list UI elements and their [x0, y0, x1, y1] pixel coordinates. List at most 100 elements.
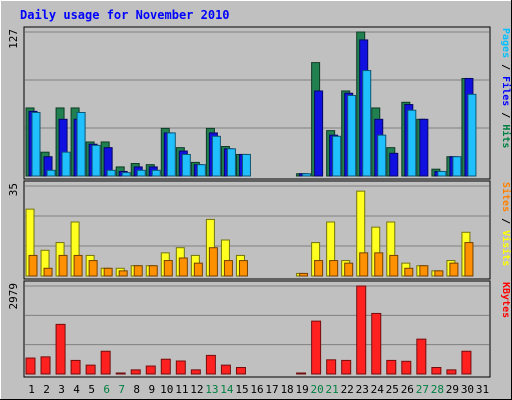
panel-frame [23, 180, 491, 280]
bar-sites-day-14 [223, 260, 233, 277]
bar-kbytes-day-26 [401, 360, 412, 375]
x-tick-label: 28 [431, 383, 444, 396]
bar-files-day-20 [314, 90, 324, 177]
bar-sites-day-10 [163, 260, 173, 277]
bar-pages-day-6 [106, 169, 116, 177]
bar-kbytes-day-30 [461, 350, 472, 375]
legend-entry: / [500, 58, 511, 76]
bar-kbytes-day-25 [386, 359, 397, 375]
bar-kbytes-day-11 [175, 360, 186, 375]
bar-kbytes-day-6 [100, 350, 111, 375]
x-tick-label: 21 [326, 383, 339, 396]
x-tick-label: 7 [118, 383, 125, 396]
legend-middle: Sites / Visits [500, 182, 512, 266]
bar-kbytes-day-29 [446, 369, 457, 375]
bar-sites-day-9 [148, 265, 158, 277]
y-max-label: 2979 [7, 283, 20, 310]
bar-pages-day-26 [407, 109, 417, 177]
x-tick-label: 10 [160, 383, 173, 396]
x-tick-label: 26 [401, 383, 414, 396]
bar-kbytes-day-19 [296, 372, 307, 375]
legend-entry: Files [500, 76, 512, 106]
bar-pages-day-23 [362, 70, 372, 177]
bar-pages-day-21 [332, 135, 342, 177]
bar-pages-day-5 [91, 144, 101, 177]
x-tick-label: 27 [416, 383, 429, 396]
bar-files-day-27 [419, 118, 429, 177]
x-tick-label: 24 [371, 383, 385, 396]
x-tick-label: 3 [58, 383, 65, 396]
bar-sites-day-24 [374, 252, 384, 277]
bar-kbytes-day-5 [85, 364, 96, 375]
bar-sites-day-19 [299, 272, 309, 277]
legend-entry: / [500, 212, 511, 230]
x-tick-label: 25 [386, 383, 399, 396]
bar-sites-day-29 [449, 262, 459, 277]
bar-pages-day-19 [302, 173, 312, 177]
bar-kbytes-day-24 [371, 312, 382, 375]
legend-entry: Visits [500, 230, 512, 266]
bar-sites-day-27 [419, 265, 429, 277]
bar-kbytes-day-2 [40, 356, 51, 375]
x-tick-label: 31 [476, 383, 489, 396]
bar-kbytes-day-27 [416, 338, 427, 375]
bar-pages-day-22 [347, 94, 357, 177]
bar-files-day-25 [389, 152, 399, 177]
bar-sites-day-1 [28, 254, 38, 277]
bar-kbytes-day-22 [341, 359, 352, 375]
bar-kbytes-day-8 [130, 369, 141, 375]
x-axis-labels: 1 2 3 4 5 6 7 8 9 10 11 12 13 14 15 16 17 18 19 20 21 22 23 24 2… [28, 383, 489, 396]
x-tick-label: 14 [220, 383, 234, 396]
bar-pages-day-8 [136, 169, 146, 177]
bar-sites-day-25 [389, 254, 399, 277]
x-tick-label: 5 [88, 383, 95, 396]
bar-sites-day-11 [178, 257, 188, 277]
bar-sites-day-12 [193, 262, 203, 277]
x-tick-label: 18 [280, 383, 293, 396]
bar-sites-day-3 [58, 254, 68, 277]
bar-pages-day-3 [61, 151, 71, 177]
bar-sites-day-7 [118, 270, 128, 277]
bar-kbytes-day-1 [25, 357, 36, 375]
y-max-label: 127 [7, 29, 20, 49]
x-tick-label: 12 [190, 383, 203, 396]
bar-kbytes-day-3 [55, 323, 66, 375]
x-tick-label: 6 [103, 383, 110, 396]
bar-sites-day-4 [73, 254, 83, 277]
x-tick-label: 17 [265, 383, 278, 396]
x-tick-label: 9 [148, 383, 155, 396]
bar-pages-day-2 [46, 169, 56, 177]
bar-sites-day-8 [133, 265, 143, 277]
x-tick-label: 30 [461, 383, 474, 396]
chart-title: Daily usage for November 2010 [20, 8, 230, 22]
bar-pages-day-14 [226, 148, 236, 177]
bar-kbytes-day-12 [190, 369, 201, 375]
bar-pages-day-9 [151, 169, 161, 177]
panel-top: 127 Pages / Files / Hits [7, 26, 512, 180]
bar-sites-day-22 [344, 262, 354, 277]
bar-sites-day-6 [103, 267, 113, 277]
bar-kbytes-day-15 [235, 367, 246, 375]
bar-pages-day-13 [211, 135, 221, 177]
bar-kbytes-day-4 [70, 359, 81, 375]
bar-kbytes-day-23 [356, 285, 367, 375]
bar-pages-day-12 [196, 164, 206, 177]
bar-sites-day-28 [434, 270, 444, 277]
bar-sites-day-21 [329, 260, 339, 277]
legend-bottom: KBytes [500, 282, 511, 318]
legend-top: Pages / Files / Hits [500, 28, 512, 148]
chart-panels: 127 Pages / Files / Hits 35 Sites / Visits 2… [7, 26, 512, 378]
x-tick-label: 15 [235, 383, 248, 396]
bar-pages-day-24 [377, 134, 387, 177]
bar-pages-day-7 [121, 172, 131, 177]
bar-kbytes-day-21 [326, 359, 337, 375]
bar-pages-day-28 [437, 170, 447, 177]
bar-sites-day-30 [464, 242, 474, 277]
x-tick-label: 23 [356, 383, 369, 396]
x-tick-label: 22 [341, 383, 354, 396]
legend-entry: / [500, 106, 511, 124]
bar-kbytes-day-28 [431, 367, 442, 375]
legend-entry: Pages [500, 28, 511, 58]
panel-bottom: 2979 KBytes [7, 280, 511, 378]
